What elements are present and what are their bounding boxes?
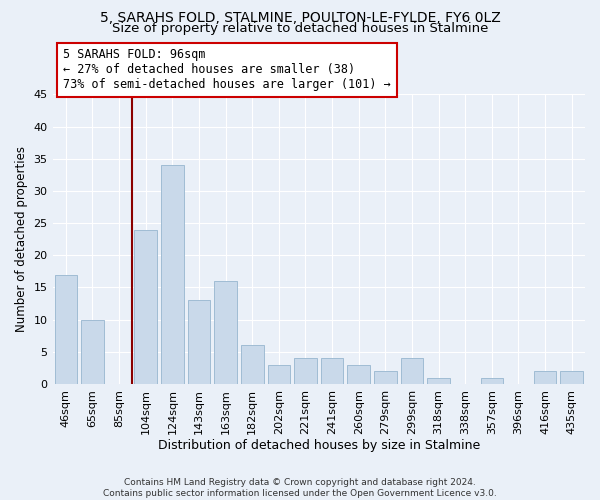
Bar (534, 371, 556, 384)
Bar (347, 364, 370, 384)
Text: Size of property relative to detached houses in Stalmine: Size of property relative to detached ho… (112, 22, 488, 35)
Bar (427, 378, 450, 384)
X-axis label: Distribution of detached houses by size in Stalmine: Distribution of detached houses by size … (158, 440, 480, 452)
Bar (81, 320, 104, 384)
Bar (401, 358, 423, 384)
Bar (134, 230, 157, 384)
Text: Contains HM Land Registry data © Crown copyright and database right 2024.
Contai: Contains HM Land Registry data © Crown c… (103, 478, 497, 498)
Bar (241, 346, 263, 384)
Bar (55, 274, 77, 384)
Bar (321, 358, 343, 384)
Text: 5, SARAHS FOLD, STALMINE, POULTON-LE-FYLDE, FY6 0LZ: 5, SARAHS FOLD, STALMINE, POULTON-LE-FYL… (100, 11, 500, 25)
Bar (560, 371, 583, 384)
Bar (374, 371, 397, 384)
Bar (268, 364, 290, 384)
Bar (481, 378, 503, 384)
Text: 5 SARAHS FOLD: 96sqm
← 27% of detached houses are smaller (38)
73% of semi-detac: 5 SARAHS FOLD: 96sqm ← 27% of detached h… (63, 48, 391, 92)
Bar (188, 300, 210, 384)
Y-axis label: Number of detached properties: Number of detached properties (15, 146, 28, 332)
Bar (294, 358, 317, 384)
Bar (161, 165, 184, 384)
Bar (214, 281, 237, 384)
